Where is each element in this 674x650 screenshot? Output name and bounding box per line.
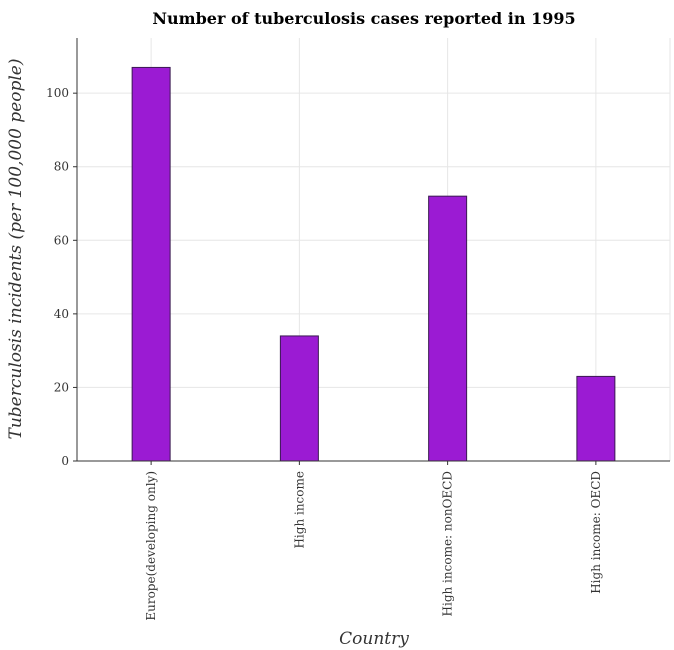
bar-2 [428,195,468,462]
x-tick-label: High income: OECD [589,471,603,594]
y-tick-label: 0 [61,454,69,468]
axes [76,38,670,462]
y-tick-label: 20 [54,380,69,394]
y-tick-label: 80 [54,160,69,174]
bar-1 [279,335,319,462]
bars [131,66,616,462]
x-tick-label: High income: nonOECD [441,471,455,616]
bar-3 [576,375,616,462]
y-tick-label: 40 [54,307,69,321]
x-tick-labels: Europe(developing only) High income High i… [144,461,603,621]
bar-0 [131,66,171,462]
x-tick-label: Europe(developing only) [144,471,158,621]
x-axis-label: Country [339,629,409,649]
y-tick-labels: 0 20 40 60 80 100 [46,86,77,468]
chart-title: Number of tuberculosis cases reported in… [152,9,575,28]
y-tick-label: 60 [54,233,69,247]
y-axis-label: Tuberculosis incidents (per 100,000 peop… [6,59,26,440]
y-tick-label: 100 [46,86,69,100]
x-tick-label: High income [292,471,306,549]
